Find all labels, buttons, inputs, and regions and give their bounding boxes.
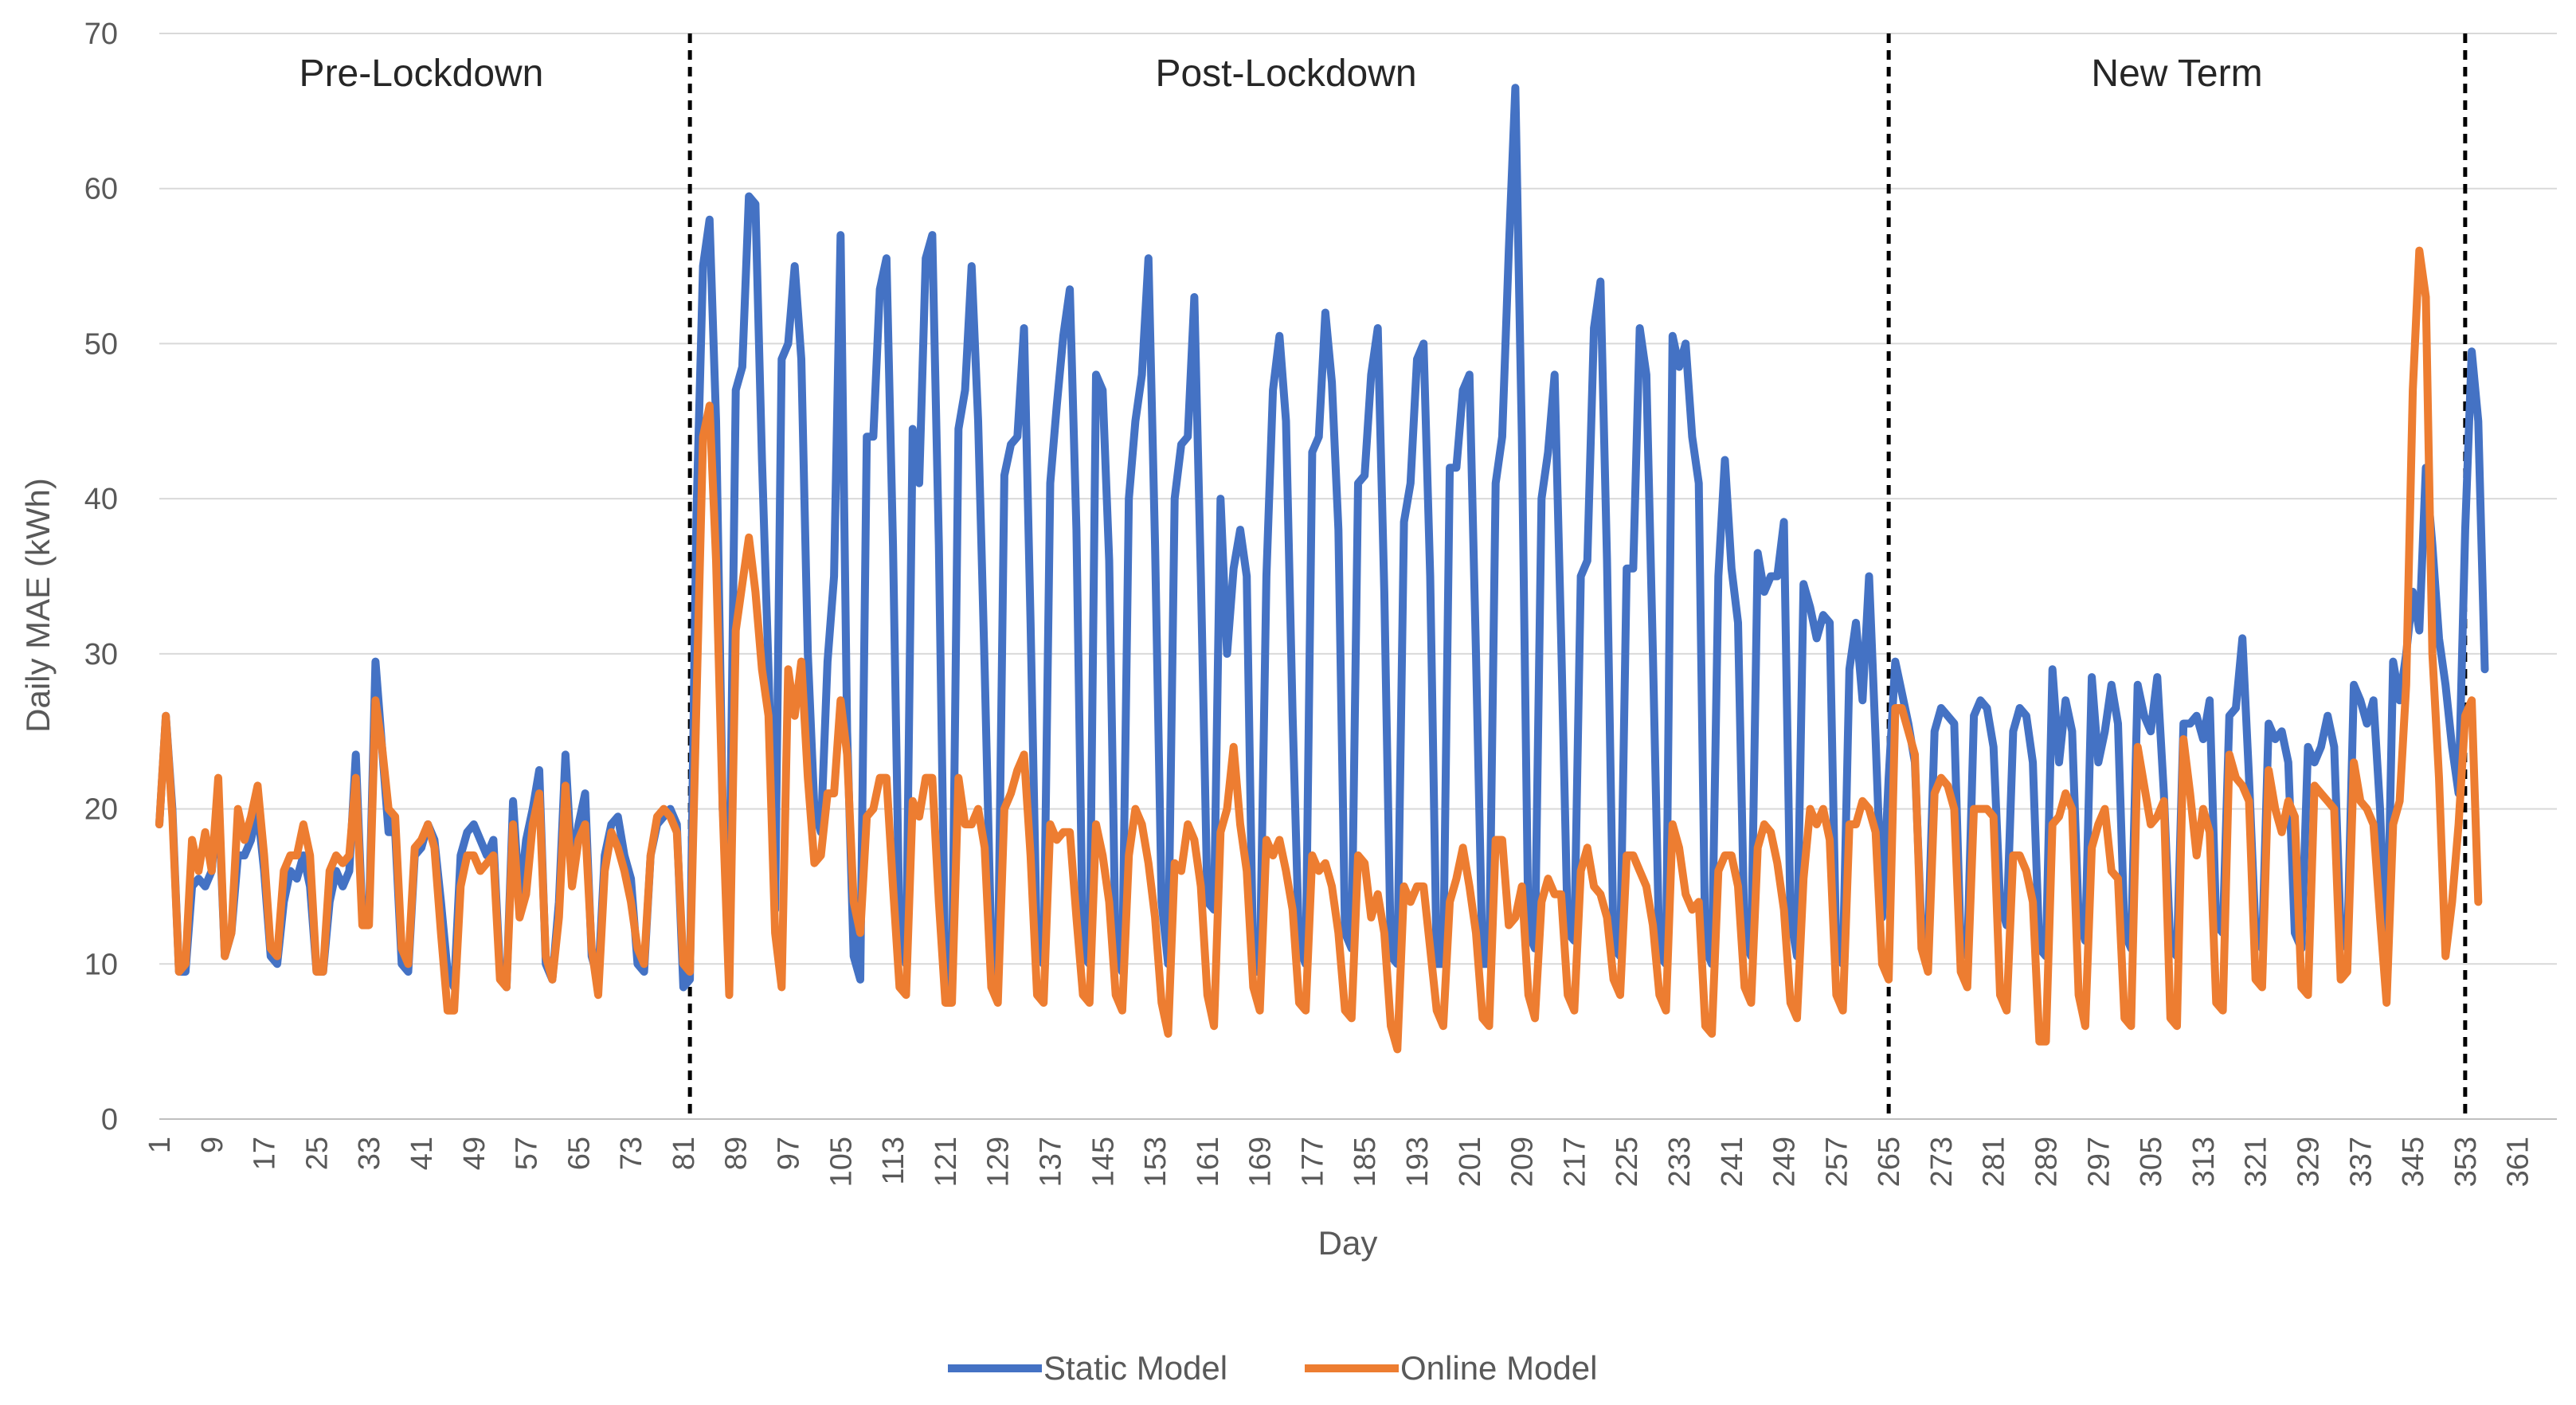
x-tick-label-97: 97 bbox=[773, 1137, 806, 1170]
x-tick-label-137: 137 bbox=[1034, 1137, 1067, 1187]
x-tick-label-313: 313 bbox=[2187, 1137, 2221, 1187]
x-tick-label-241: 241 bbox=[1716, 1137, 1749, 1187]
series-lines bbox=[155, 84, 2489, 1054]
x-tick-label-161: 161 bbox=[1192, 1137, 1225, 1187]
x-tick-label-9: 9 bbox=[196, 1137, 229, 1153]
x-tick-label-201: 201 bbox=[1454, 1137, 1487, 1187]
x-tick-label-297: 297 bbox=[2082, 1137, 2116, 1187]
x-tick-label-329: 329 bbox=[2292, 1137, 2325, 1187]
x-tick-label-57: 57 bbox=[511, 1137, 544, 1170]
x-tick-label-321: 321 bbox=[2240, 1137, 2273, 1187]
x-tick-label-81: 81 bbox=[667, 1137, 701, 1170]
y-tick-label-40: 40 bbox=[84, 483, 118, 516]
x-tick-label-337: 337 bbox=[2344, 1137, 2378, 1187]
region-label-post-lockdown: Post-Lockdown bbox=[1155, 53, 1416, 95]
legend: Static Model Online Model bbox=[948, 1349, 1597, 1387]
y-tick-label-20: 20 bbox=[84, 793, 118, 827]
legend-label-online-model: Online Model bbox=[1400, 1349, 1597, 1387]
x-tick-label-273: 273 bbox=[1925, 1137, 1959, 1187]
x-tick-label-265: 265 bbox=[1873, 1137, 1906, 1187]
x-tick-label-113: 113 bbox=[877, 1137, 910, 1185]
x-tick-label-73: 73 bbox=[615, 1137, 648, 1170]
region-label-pre-lockdown: Pre-Lockdown bbox=[299, 53, 544, 95]
x-tick-label-225: 225 bbox=[1611, 1137, 1644, 1187]
y-tick-label-50: 50 bbox=[84, 327, 118, 361]
x-tick-label-153: 153 bbox=[1139, 1137, 1173, 1187]
x-tick-label-209: 209 bbox=[1506, 1137, 1540, 1187]
x-tick-label-41: 41 bbox=[405, 1137, 439, 1170]
x-tick-label-289: 289 bbox=[2030, 1137, 2064, 1187]
x-tick-label-121: 121 bbox=[930, 1137, 963, 1187]
x-axis-title: Day bbox=[1318, 1224, 1378, 1262]
x-tick-label-1: 1 bbox=[143, 1137, 177, 1153]
region-label-new-term: New Term bbox=[2091, 53, 2262, 95]
x-axis-ticks: 1 9 17 25 33 41 49 57 65 73 81 89 97 105 113 121 129 137 1… bbox=[143, 1137, 2535, 1187]
x-tick-label-185: 185 bbox=[1349, 1137, 1382, 1187]
x-tick-label-361: 361 bbox=[2502, 1137, 2535, 1187]
y-tick-label-10: 10 bbox=[84, 948, 118, 981]
x-tick-label-65: 65 bbox=[562, 1137, 596, 1170]
y-axis-title: Daily MAE (kWh) bbox=[19, 478, 57, 733]
series-line-online-model bbox=[155, 246, 2483, 1054]
x-tick-label-17: 17 bbox=[249, 1137, 282, 1170]
x-tick-label-129: 129 bbox=[982, 1137, 1016, 1187]
x-tick-label-89: 89 bbox=[720, 1137, 754, 1170]
x-tick-label-177: 177 bbox=[1296, 1137, 1329, 1187]
x-tick-label-193: 193 bbox=[1401, 1137, 1435, 1187]
x-tick-label-105: 105 bbox=[824, 1137, 858, 1187]
x-tick-label-49: 49 bbox=[458, 1137, 491, 1170]
x-tick-label-353: 353 bbox=[2449, 1137, 2483, 1187]
y-tick-label-70: 70 bbox=[84, 18, 118, 51]
y-tick-label-60: 60 bbox=[84, 173, 118, 206]
x-tick-label-217: 217 bbox=[1558, 1137, 1591, 1187]
y-axis-ticks: 0 10 20 30 40 50 60 70 bbox=[84, 18, 118, 1137]
x-tick-label-169: 169 bbox=[1244, 1137, 1278, 1187]
x-tick-label-345: 345 bbox=[2397, 1137, 2430, 1187]
y-tick-label-30: 30 bbox=[84, 638, 118, 671]
x-tick-label-145: 145 bbox=[1086, 1137, 1120, 1187]
x-tick-label-249: 249 bbox=[1768, 1137, 1802, 1187]
x-tick-label-25: 25 bbox=[300, 1137, 334, 1170]
x-tick-label-281: 281 bbox=[1978, 1137, 2011, 1187]
y-tick-label-0: 0 bbox=[101, 1103, 118, 1137]
x-tick-label-305: 305 bbox=[2135, 1137, 2168, 1187]
x-tick-label-257: 257 bbox=[1820, 1137, 1854, 1187]
x-tick-label-233: 233 bbox=[1663, 1137, 1697, 1187]
x-tick-label-33: 33 bbox=[353, 1137, 386, 1170]
region-labels: Pre-Lockdown Post-Lockdown New Term bbox=[299, 53, 2263, 95]
legend-label-static-model: Static Model bbox=[1043, 1349, 1227, 1387]
